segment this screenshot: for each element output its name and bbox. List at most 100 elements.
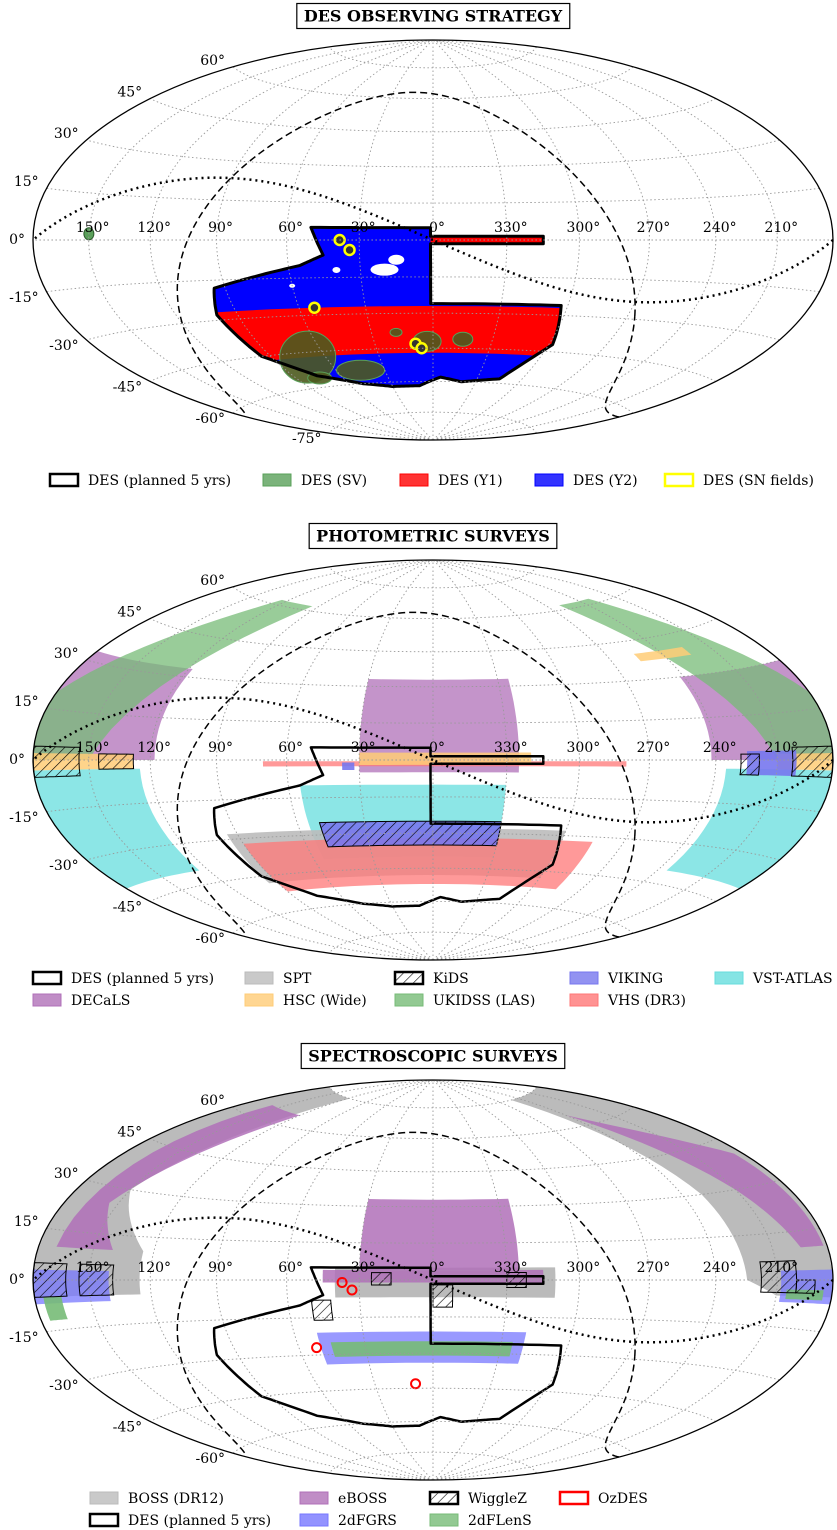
legend-swatch <box>88 1512 120 1528</box>
panel-title: PHOTOMETRIC SURVEYS <box>316 527 550 546</box>
lat-label: 15° <box>14 1214 39 1230</box>
gap <box>332 267 341 274</box>
galactic-plane <box>604 836 636 938</box>
galactic-plane <box>604 316 636 418</box>
legend-swatch <box>429 1513 459 1527</box>
legend-swatch <box>299 1513 329 1527</box>
lon-label: 300° <box>567 220 601 236</box>
boss <box>33 1086 350 1298</box>
lat-label: 30° <box>54 1166 79 1182</box>
lon-label: 270° <box>637 740 671 756</box>
meridian <box>149 1079 434 1481</box>
lat-label: -75° <box>292 431 322 447</box>
eboss <box>566 1115 824 1248</box>
legend-swatch <box>31 970 63 986</box>
vst-atlas <box>666 768 833 889</box>
lat-label: -15° <box>9 1330 39 1346</box>
lon-label: 120° <box>137 740 171 756</box>
lat-label: -45° <box>113 1419 143 1435</box>
lon-label: 90° <box>208 1260 233 1276</box>
legend-swatch <box>89 1491 119 1505</box>
lat-label: 0° <box>9 1272 25 1288</box>
lat-label: 30° <box>54 126 79 142</box>
des-outline <box>212 746 563 908</box>
legend-swatch <box>428 1490 460 1506</box>
map-panel <box>33 1086 833 1428</box>
ecliptic <box>33 696 434 762</box>
galactic-plane <box>176 91 636 417</box>
eboss <box>359 1198 519 1271</box>
lat-label: -15° <box>9 810 39 826</box>
galactic-plane <box>604 1356 636 1458</box>
legend-label: WiggleZ <box>468 1491 527 1507</box>
meridian <box>216 1079 434 1481</box>
legend-label: DES (SN fields) <box>703 473 814 489</box>
y1-stripe <box>430 236 544 244</box>
des-outline <box>212 225 563 388</box>
meridian <box>432 559 717 961</box>
legend-swatch <box>299 1491 329 1505</box>
legend-swatch <box>569 971 599 985</box>
meridian <box>432 1079 650 1481</box>
lat-label: -30° <box>49 338 79 354</box>
wigglez <box>759 1260 798 1294</box>
parallel <box>86 832 780 861</box>
legend-swatch <box>569 993 599 1007</box>
lon-label: 60° <box>278 1260 303 1276</box>
lon-label: 0° <box>429 220 445 236</box>
lat-label: 30° <box>54 646 79 662</box>
legend-swatch <box>534 473 564 487</box>
hsc <box>633 647 692 662</box>
meridian <box>432 39 580 441</box>
legend-label: DES (planned 5 yrs) <box>128 1513 271 1529</box>
meridian <box>432 1079 717 1481</box>
lon-label: 330° <box>494 220 528 236</box>
lat-label: 15° <box>14 694 39 710</box>
kids <box>739 753 760 776</box>
meridian <box>432 1079 580 1481</box>
legend-swatch <box>48 472 80 488</box>
lat-label: 45° <box>117 85 142 101</box>
lon-label: 240° <box>703 1260 737 1276</box>
meridian <box>286 39 434 441</box>
meridian <box>216 39 434 441</box>
legend-swatch <box>244 993 274 1007</box>
meridian <box>432 39 717 441</box>
legend-swatch <box>32 993 62 1007</box>
lat-label: -60° <box>195 931 225 947</box>
sv-region <box>336 359 386 381</box>
meridian <box>358 39 434 441</box>
wigglez <box>310 1299 334 1321</box>
meridian <box>432 1079 508 1481</box>
lat-label: -45° <box>113 899 143 915</box>
lon-label: 240° <box>703 220 737 236</box>
lon-label: 120° <box>137 1260 171 1276</box>
gap <box>388 254 405 265</box>
ozdes-field <box>410 1378 422 1390</box>
lon-label: 90° <box>208 740 233 756</box>
legend-swatch <box>262 473 292 487</box>
sky-border <box>32 559 834 961</box>
legend-swatch <box>558 1490 590 1506</box>
legend-label: HSC (Wide) <box>283 993 367 1009</box>
sn-field <box>343 243 356 257</box>
parallel <box>150 1387 716 1422</box>
lat-label: 60° <box>200 53 225 69</box>
lat-label: -15° <box>9 290 39 306</box>
lon-label: 300° <box>567 740 601 756</box>
galactic-plane <box>176 611 636 937</box>
legend-label: DECaLS <box>71 993 130 1009</box>
sv-region <box>389 327 403 337</box>
legend-label: eBOSS <box>338 1491 387 1507</box>
lon-label: 120° <box>137 220 171 236</box>
sky-border <box>32 1079 834 1481</box>
panel-title: SPECTROSCOPIC SURVEYS <box>308 1047 558 1066</box>
legend-label: 2dFLenS <box>468 1513 532 1529</box>
meridian <box>432 39 508 441</box>
lat-label: 60° <box>200 573 225 589</box>
title-box <box>296 2 571 30</box>
legend-label: DES (Y2) <box>573 473 638 489</box>
lon-label: 300° <box>567 1260 601 1276</box>
